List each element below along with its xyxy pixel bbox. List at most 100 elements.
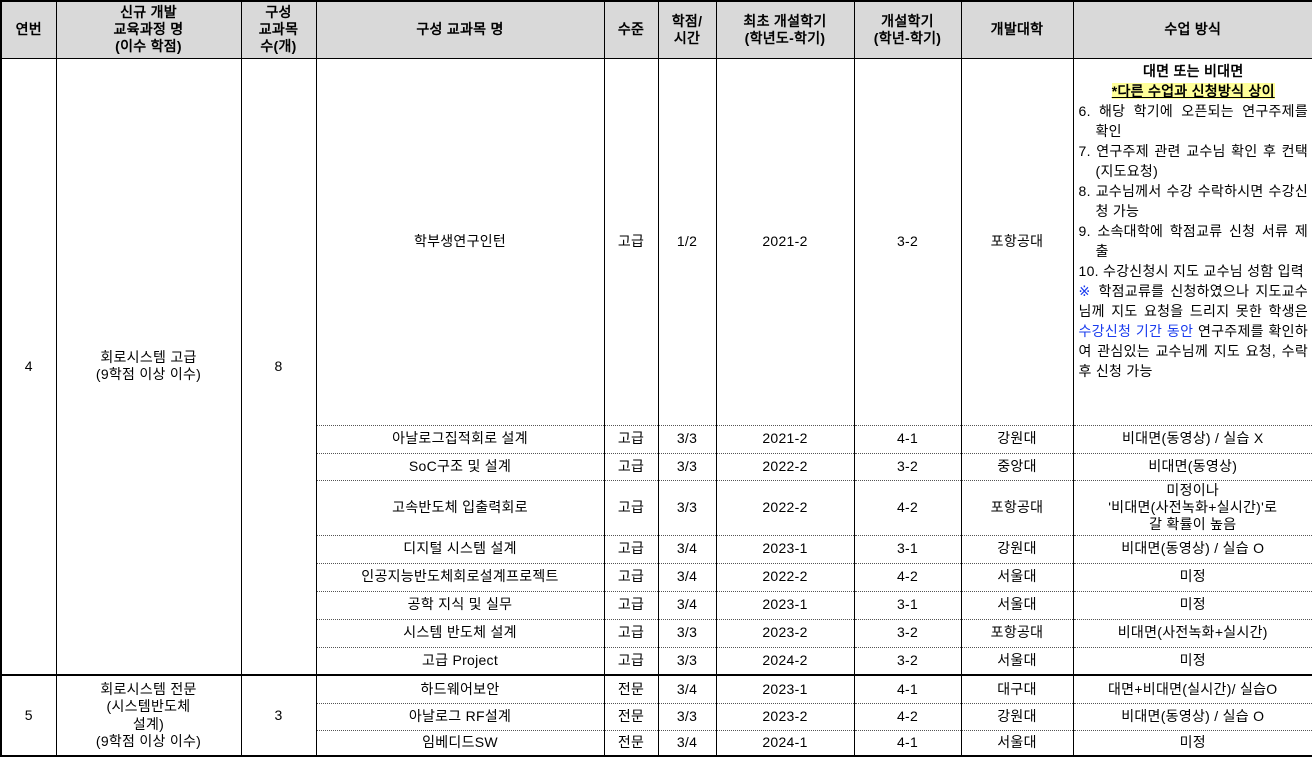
- cell-level: 고급: [603, 590, 659, 619]
- header-semester: 개설학기 (학년-학기): [853, 1, 962, 59]
- cell-semester: 3-1: [853, 590, 962, 619]
- cell-credit: 3/3: [657, 424, 717, 453]
- course-row: 인공지능반도체회로설계프로젝트 고급 3/4 2022-2 4-2 서울대 미정: [1, 562, 1312, 591]
- cell-first-semester: 2021-2: [715, 58, 855, 425]
- course-row: 고속반도체 입출력회로 고급 3/3 2022-2 4-2 포항공대 미정이나 …: [1, 479, 1312, 535]
- course-row: 시스템 반도체 설계 고급 3/3 2023-2 3-2 포항공대 비대면(사전…: [1, 618, 1312, 647]
- cell-semester: 3-2: [853, 452, 962, 480]
- cell-credit: 3/3: [657, 646, 717, 675]
- cell-semester: 3-2: [853, 618, 962, 647]
- cell-credit: 3/3: [657, 479, 717, 535]
- header-course-count: 구성 교과목 수(개): [240, 1, 317, 59]
- method-step: 8. 교수님께서 수강 수락하시면 수강신청 가능: [1078, 182, 1308, 219]
- method-step: 6. 해당 학기에 오픈되는 연구주제를 확인: [1078, 102, 1308, 139]
- cell-course-name: SoC구조 및 설계: [315, 452, 605, 480]
- cell-level: 고급: [603, 479, 659, 535]
- cell-univ: 서울대: [960, 729, 1074, 756]
- course-row: 4 회로시스템 고급 (9학점 이상 이수) 8 학부생연구인턴 고급 1/2 …: [0, 58, 1312, 675]
- cell-semester: 4-1: [853, 729, 962, 756]
- cell-method-detail: 대면 또는 비대면 *다른 수업과 신청방식 상이 6. 해당 학기에 오픈되는…: [1072, 58, 1312, 425]
- table-body: 4 회로시스템 고급 (9학점 이상 이수) 8 학부생연구인턴 고급 1/2 …: [0, 58, 1312, 756]
- cell-level: 고급: [603, 534, 659, 563]
- cell-level: 전문: [603, 729, 659, 756]
- cell-credit: 3/4: [657, 562, 717, 591]
- cell-group-no: 4: [0, 58, 57, 675]
- cell-course-name: 아날로그 RF설계: [315, 702, 605, 730]
- method-note-blue-text: 수강신청 기간 동안: [1078, 322, 1194, 339]
- header-curriculum-name: 신규 개발 교육과정 명 (이수 학점): [55, 1, 242, 59]
- header-no: 연번: [0, 1, 57, 59]
- table-header: 연번 신규 개발 교육과정 명 (이수 학점) 구성 교과목 수(개) 구성 교…: [0, 1, 1312, 59]
- header-level: 수준: [603, 1, 659, 59]
- cell-univ: 포항공대: [960, 618, 1074, 647]
- cell-group-count: 8: [240, 58, 317, 675]
- cell-univ: 강원대: [960, 424, 1074, 453]
- cell-method: 비대면(동영상) / 실습 O: [1072, 702, 1312, 730]
- method-note: ※ 학점교류를 신청하였으나 지도교수님께 지도 요청을 드리지 못한 학생은 …: [1079, 281, 1309, 381]
- cell-level: 고급: [603, 618, 659, 647]
- header-credit-hours: 학점/ 시간: [657, 1, 717, 59]
- cell-semester: 4-1: [853, 674, 962, 703]
- cell-course-name: 학부생연구인턴: [315, 58, 605, 425]
- cell-method: 미정: [1072, 646, 1312, 675]
- cell-first-semester: 2022-2: [715, 479, 855, 535]
- method-note-text: 연구주제를 확인하여 관심있는 교수님께 지도 요청, 수락 후 신청 가능: [1078, 322, 1308, 379]
- cell-course-name: 인공지능반도체회로설계프로젝트: [315, 562, 605, 591]
- method-step: 10. 수강신청시 지도 교수님 성함 입력: [1078, 262, 1304, 279]
- cell-group-no: 5: [0, 674, 57, 756]
- cell-course-name: 임베디드SW: [315, 729, 605, 756]
- method-step: 9. 소속대학에 학점교류 신청 서류 제출: [1078, 222, 1308, 259]
- cell-univ: 대구대: [960, 674, 1074, 703]
- cell-credit: 3/4: [657, 590, 717, 619]
- cell-course-name: 공학 지식 및 실무: [315, 590, 605, 619]
- cell-course-name: 하드웨어보안: [315, 674, 605, 703]
- cell-univ: 서울대: [960, 590, 1074, 619]
- header-row: 연번 신규 개발 교육과정 명 (이수 학점) 구성 교과목 수(개) 구성 교…: [0, 1, 1312, 59]
- course-row: 공학 지식 및 실무 고급 3/4 2023-1 3-1 서울대 미정: [1, 590, 1312, 619]
- cell-credit: 3/3: [657, 702, 717, 730]
- course-row: 아날로그 RF설계 전문 3/3 2023-2 4-2 강원대 비대면(동영상)…: [1, 702, 1312, 730]
- cell-method: 미정: [1072, 729, 1312, 756]
- cell-semester: 4-2: [853, 562, 962, 591]
- cell-univ: 중앙대: [960, 452, 1074, 480]
- cell-method: 비대면(동영상) / 실습 X: [1072, 424, 1312, 453]
- cell-first-semester: 2024-1: [715, 729, 855, 756]
- cell-level: 전문: [603, 674, 659, 703]
- cell-method: 비대면(동영상) / 실습 O: [1072, 534, 1312, 563]
- cell-course-name: 고급 Project: [315, 646, 605, 675]
- cell-level: 고급: [603, 562, 659, 591]
- cell-credit: 3/3: [657, 618, 717, 647]
- cell-level: 고급: [603, 646, 659, 675]
- header-first-semester: 최초 개설학기 (학년도-학기): [715, 1, 855, 59]
- method-note-text: 학점교류를 신청하였으나 지도교수님께 지도 요청을 드리지 못한 학생은: [1078, 282, 1308, 319]
- cell-first-semester: 2022-2: [715, 452, 855, 480]
- method-highlight-text: *다른 수업과 신청방식 상이: [1111, 82, 1275, 99]
- cell-univ: 서울대: [960, 562, 1074, 591]
- course-row: SoC구조 및 설계 고급 3/3 2022-2 3-2 중앙대 비대면(동영상…: [1, 452, 1312, 480]
- header-course-name: 구성 교과목 명: [315, 1, 605, 59]
- cell-first-semester: 2024-2: [715, 646, 855, 675]
- method-step: 7. 연구주제 관련 교수님 확인 후 컨택(지도요청): [1078, 142, 1308, 179]
- cell-univ: 서울대: [960, 646, 1074, 675]
- course-row: 아날로그집적회로 설계 고급 3/3 2021-2 4-1 강원대 비대면(동영…: [1, 424, 1312, 453]
- cell-course-name: 아날로그집적회로 설계: [315, 424, 605, 453]
- cell-level: 고급: [603, 424, 659, 453]
- cell-course-name: 시스템 반도체 설계: [315, 618, 605, 647]
- cell-course-name: 고속반도체 입출력회로: [315, 479, 605, 535]
- cell-method: 미정: [1072, 562, 1312, 591]
- cell-method: 미정이나 '비대면(사전녹화+실시간)'로 갈 확률이 높음: [1072, 479, 1312, 535]
- cell-semester: 4-2: [853, 479, 962, 535]
- cell-credit: 3/4: [657, 674, 717, 703]
- cell-first-semester: 2021-2: [715, 424, 855, 453]
- cell-method: 비대면(동영상): [1072, 452, 1312, 480]
- course-row: 5 회로시스템 전문 (시스템반도체 설계) (9학점 이상 이수) 3 하드웨…: [0, 674, 1312, 756]
- cell-level: 고급: [603, 58, 659, 425]
- cell-semester: 4-1: [853, 424, 962, 453]
- cell-univ: 포항공대: [960, 479, 1074, 535]
- cell-first-semester: 2023-2: [715, 618, 855, 647]
- cell-credit: 3/4: [657, 534, 717, 563]
- cell-group-name: 회로시스템 전문 (시스템반도체 설계) (9학점 이상 이수): [55, 674, 242, 756]
- header-method: 수업 방식: [1072, 1, 1312, 59]
- cell-method: 대면+비대면(실시간)/ 실습O: [1072, 674, 1312, 703]
